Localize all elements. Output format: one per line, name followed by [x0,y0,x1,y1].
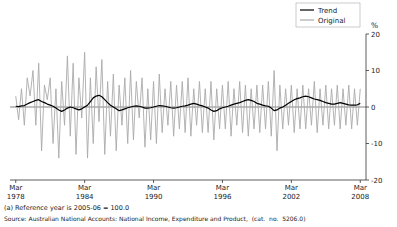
x-tick-label-line: Mar [354,184,367,192]
legend-frame [296,3,360,27]
y-tick-label: -10 [371,140,382,148]
x-tick [222,180,223,183]
y-tick [366,143,369,144]
x-tick-label-line: 2008 [351,193,369,201]
x-tick-label: Mar1996 [214,184,232,201]
x-tick-label: Mar2002 [282,184,300,201]
legend-label: Original [318,17,345,25]
x-tick-label: Mar1984 [76,184,94,201]
y-tick-label: -20 [371,177,382,185]
x-tick-label-line: 1978 [7,193,25,201]
x-tick-label-line: Mar [78,184,91,192]
y-tick-label: 10 [371,67,380,75]
x-tick [360,180,361,183]
legend-label: Trend [317,7,337,15]
x-tick-label-line: Mar [147,184,160,192]
series-line [16,52,361,158]
y-tick [366,34,369,35]
x-tick-label: Mar1978 [7,184,25,201]
x-tick [291,180,292,183]
x-tick-label-line: 2002 [282,193,300,201]
y-tick-label: 20 [371,31,380,39]
x-axis-line [10,180,366,181]
y-tick-label: 0 [371,104,375,112]
legend-swatch [300,19,314,20]
series-line [16,95,361,111]
x-tick-label-line: Mar [9,184,22,192]
x-tick-label-line: 1990 [145,193,163,201]
x-tick-label-line: 1984 [76,193,94,201]
chart: -20-1001020%Mar1978Mar1984Mar1990Mar1996… [0,0,397,227]
x-tick-label-line: 1996 [214,193,232,201]
x-tick-label: Mar2008 [351,184,369,201]
x-tick-label: Mar1990 [145,184,163,201]
x-tick [153,180,154,183]
x-tick [84,180,85,183]
x-tick [15,180,16,183]
x-tick-label-line: Mar [285,184,298,192]
y-label: % [371,21,378,30]
legend: Trend Original [296,3,360,27]
y-tick [366,107,369,108]
y-tick [366,70,369,71]
plot-lines [16,52,361,158]
annotation: (a) Reference year is 2005-06 = 100.0 [4,204,129,212]
legend-swatch [300,9,314,10]
x-tick-label-line: Mar [216,184,229,192]
annotation: Source: Australian National Accounts: Na… [4,215,306,223]
y-tick [366,180,369,181]
